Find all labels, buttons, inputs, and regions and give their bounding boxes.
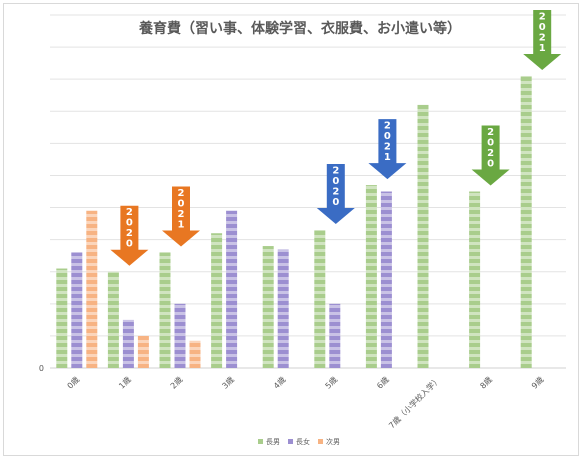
bar (314, 230, 326, 368)
bar (86, 210, 98, 368)
x-tick-label: 6歳 (374, 374, 390, 390)
legend-label: 長男 (266, 438, 280, 446)
bar (226, 210, 238, 368)
legend-swatch (288, 439, 293, 444)
bar (137, 335, 149, 368)
bar (122, 319, 134, 368)
bar (174, 303, 186, 368)
chart-frame (3, 3, 579, 456)
legend-swatch (318, 439, 323, 444)
annotation-arrow (316, 164, 355, 225)
bar (277, 249, 289, 368)
legend-label: 長女 (296, 437, 310, 446)
annotation-arrow (162, 186, 200, 247)
x-tick-label: 0歳 (65, 374, 81, 390)
annotation-arrow (110, 205, 149, 266)
y-tick-label: 0 (39, 364, 44, 373)
bar (469, 191, 481, 368)
bar (365, 185, 377, 368)
x-tick-label: 5歳 (323, 374, 339, 390)
x-tick-label: 8歳 (478, 374, 494, 390)
bar (262, 246, 274, 368)
bar (71, 252, 83, 368)
bar (417, 104, 429, 368)
bar (159, 252, 171, 368)
bar (211, 233, 223, 368)
annotation-arrow (523, 9, 562, 70)
bar (56, 268, 68, 368)
annotation-arrow (368, 119, 407, 180)
x-tick-label: 3歳 (220, 374, 236, 390)
x-tick-label: 9歳 (529, 374, 545, 390)
bar (520, 75, 532, 369)
x-tick-label: 2歳 (168, 374, 184, 390)
bar (189, 340, 201, 368)
bar (329, 303, 341, 368)
annotation-arrow (471, 125, 510, 186)
chart-title: 養育費（習い事、体験学習、衣服費、お小遣い等） (138, 20, 461, 37)
legend-swatch (258, 439, 263, 444)
bar (107, 271, 119, 368)
x-tick-label: 4歳 (271, 374, 287, 390)
bar (380, 191, 392, 368)
legend-label: 次男 (326, 437, 340, 446)
x-tick-label: 7歳（小学校入学） (386, 374, 442, 430)
x-tick-label: 1歳 (116, 374, 132, 390)
